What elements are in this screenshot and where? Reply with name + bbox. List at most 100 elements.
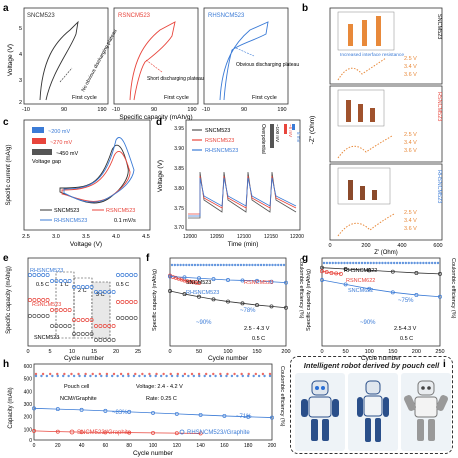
a-ytick: 2	[19, 100, 22, 106]
ce-point	[410, 261, 413, 265]
c-xtick: 2.5	[22, 234, 30, 240]
a-xtick: 190	[187, 107, 196, 113]
ce-point	[208, 263, 211, 267]
h-ytick: 200	[24, 415, 33, 421]
ce-point	[196, 263, 200, 267]
ce-point	[325, 261, 329, 265]
ce-point	[211, 263, 214, 267]
ce-point	[198, 374, 201, 378]
f-label: SNCM523	[186, 280, 211, 286]
series-line-1	[321, 267, 441, 275]
rate-point	[80, 285, 85, 289]
a-subplot-frame	[113, 7, 199, 105]
ce-point	[182, 263, 185, 267]
rate-point	[36, 314, 41, 318]
b-voltage: 2.5 V	[404, 132, 417, 138]
data-point	[182, 292, 187, 297]
ce-point	[212, 372, 215, 376]
data-point	[32, 406, 36, 411]
h-ytick: 100	[24, 427, 33, 433]
f-xtick: 0	[168, 349, 171, 355]
a-note: Short discharging plateau	[147, 76, 204, 82]
g-retention: ~90%	[360, 320, 376, 326]
ce-point	[268, 372, 272, 376]
ce-point	[340, 261, 343, 265]
panel-i-letter: i	[443, 359, 446, 370]
d-overpotential: ~6 mV	[288, 124, 293, 137]
g-plot	[320, 261, 442, 299]
a-subplot-frame	[203, 7, 289, 105]
a-cycle: First cycle	[164, 95, 189, 101]
b-voltage: 2.5 V	[404, 56, 417, 62]
ce-point	[357, 261, 361, 265]
rate-point	[129, 316, 134, 320]
d-legend: RSNCM523	[205, 138, 234, 144]
ce-point	[127, 374, 130, 378]
rate-point	[63, 324, 68, 328]
rate-point	[124, 300, 129, 304]
ce-point	[251, 263, 254, 267]
rate-point	[45, 314, 50, 318]
ce-point	[274, 263, 277, 267]
ce-point	[352, 261, 355, 265]
ce-point	[34, 374, 38, 378]
ce-point	[233, 372, 236, 376]
b-inset-bar	[346, 100, 351, 122]
c-gap-swatch	[32, 127, 44, 133]
e-xtick: 15	[91, 349, 97, 355]
f-label: RSNCM523	[244, 280, 273, 286]
ce-point	[94, 374, 98, 378]
data-point	[240, 301, 245, 306]
b-sample: RSNCM523	[436, 92, 442, 121]
g-xtick: 200	[412, 349, 421, 355]
b-voltage: 3.6 V	[404, 226, 417, 232]
panel-b-xlabel: Z' (Ohm)	[374, 250, 397, 256]
f-rate: 0.5 C	[252, 336, 265, 342]
rate-point	[80, 332, 85, 336]
robot-photo	[348, 373, 398, 451]
b-sample: RHSNCM523	[436, 170, 442, 203]
ce-point	[349, 261, 352, 265]
b-subplot-1: Increased interface resistance SNCM523 2…	[329, 7, 443, 85]
panel-c-ylabel: Specific current (mA/g)	[6, 144, 12, 205]
rate-point	[107, 338, 112, 342]
ce-point	[404, 261, 408, 265]
h-xtick: 80	[126, 443, 132, 449]
panel-f-xlabel: Cycle number	[208, 355, 249, 362]
data-point	[390, 290, 395, 295]
data-point	[367, 286, 372, 291]
ce-point	[176, 263, 179, 267]
panel-b: b -Z" (Ohm) Increased interface resistan…	[302, 3, 443, 256]
ce-point	[346, 261, 349, 265]
data-point	[226, 299, 230, 304]
b-subplot-2: RSNCM523 2.5 V 3.4 V 3.6 V	[329, 85, 443, 163]
d-ytick: 3.75	[174, 206, 184, 212]
panel-a: a Voltage (V) 5 4 3 2 SNCM523 No obvious…	[3, 3, 299, 121]
b-inset-bar	[358, 104, 363, 122]
ce-point	[89, 374, 92, 378]
g-rate: 0.5 C	[400, 336, 413, 342]
c-gap: ~450 mV	[56, 151, 78, 157]
h-ytick: 400	[24, 389, 33, 395]
data-point	[246, 414, 251, 419]
g-xtick: 100	[365, 349, 374, 355]
panel-c-xlabel: Voltage (V)	[70, 241, 102, 248]
rate-point	[111, 290, 116, 294]
rate-point	[28, 273, 32, 277]
f-frame	[169, 257, 287, 347]
ce-point	[208, 374, 212, 378]
g-label: RHSNCM622	[344, 268, 377, 274]
b-nyquist	[337, 57, 387, 81]
panel-h-ylabel2: Coulombic efficiency (%)	[279, 366, 285, 427]
rate-point	[94, 324, 98, 328]
panel-d: d Voltage (V) 3.95 3.90 3.85 3.80 3.75 3…	[156, 117, 304, 248]
robot-icon	[357, 380, 389, 442]
data-point	[211, 297, 216, 302]
ce-point	[381, 261, 384, 265]
b-inset-bar	[348, 24, 353, 46]
ce-point	[162, 372, 165, 376]
rate-point	[45, 273, 50, 277]
rate-point	[94, 338, 98, 342]
a-note: No obvious discharging plateau	[80, 28, 118, 93]
rate-point	[111, 338, 116, 342]
